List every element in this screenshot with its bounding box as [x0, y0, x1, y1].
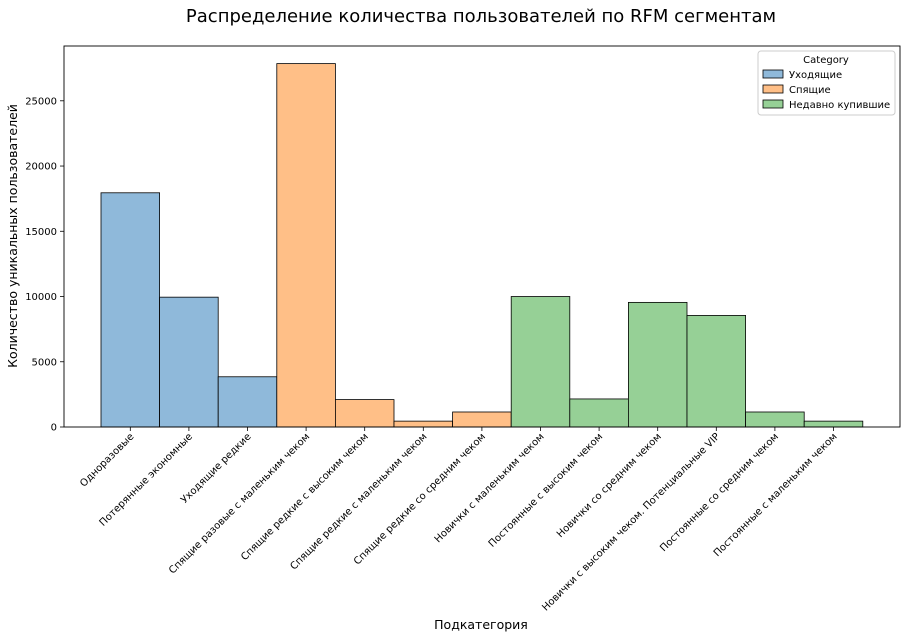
x-tick-label-11: Постоянные со средним чеком: [658, 431, 781, 554]
x-tick-label-12: Постоянные с маленьким чеком: [712, 431, 840, 559]
legend-label-1: Спящие: [789, 85, 831, 96]
y-tick-label-5: 25000: [25, 96, 57, 107]
bar-7: [510, 296, 571, 428]
legend-frame: [757, 50, 896, 116]
bar-5: [393, 420, 453, 428]
bar-9: [628, 301, 688, 428]
y-tick-label-2: 10000: [25, 292, 57, 303]
legend-label-0: Уходящие: [789, 70, 842, 81]
y-axis: 0 5000 10000 15000 20000 25000: [25, 96, 64, 434]
x-tick-label-1: Потерянные экономные: [98, 431, 195, 528]
legend-swatch-2: [762, 99, 784, 109]
legend-label-2: Недавно купившие: [789, 100, 890, 111]
y-tick-label-0: 0: [51, 423, 57, 434]
x-tick-label-0: Одноразовые: [78, 431, 136, 489]
legend: Category Уходящие Спящие Недавно купивши…: [757, 50, 896, 116]
bar-0: [100, 192, 160, 428]
x-tick-label-8: Постоянные с высоким чеком: [487, 431, 605, 549]
y-tick-label-1: 5000: [32, 357, 57, 368]
x-tick-label-7: Новички с маленьким чеком: [433, 431, 547, 545]
chart-title: Распределение количества пользователей п…: [186, 6, 776, 27]
bar-8: [569, 398, 629, 428]
bar-10: [686, 315, 746, 428]
x-tick-label-4: Спящие редкие с высоким чеком: [239, 431, 371, 563]
bar-11: [745, 411, 805, 428]
bar-3: [276, 63, 336, 428]
bars-layer: [100, 63, 864, 428]
x-tick-label-9: Новички со средним чеком: [555, 431, 664, 540]
bar-12: [803, 420, 864, 428]
bar-2: [217, 376, 278, 428]
legend-swatch-0: [762, 69, 784, 79]
y-axis-label: Количество уникальных пользователей: [5, 104, 20, 368]
bar-6: [452, 411, 512, 428]
legend-title: Category: [803, 55, 849, 66]
bar-4: [334, 399, 395, 428]
legend-swatch-1: [762, 84, 784, 94]
x-axis-label: Подкатегория: [434, 617, 528, 632]
x-tick-label-6: Спящие редкие со средним чеком: [352, 431, 488, 567]
x-tick-label-5: Спящие редкие с маленьким чеком: [288, 431, 429, 572]
y-tick-label-4: 20000: [25, 162, 57, 173]
bar-1: [159, 296, 219, 428]
y-tick-label-3: 15000: [25, 227, 57, 238]
